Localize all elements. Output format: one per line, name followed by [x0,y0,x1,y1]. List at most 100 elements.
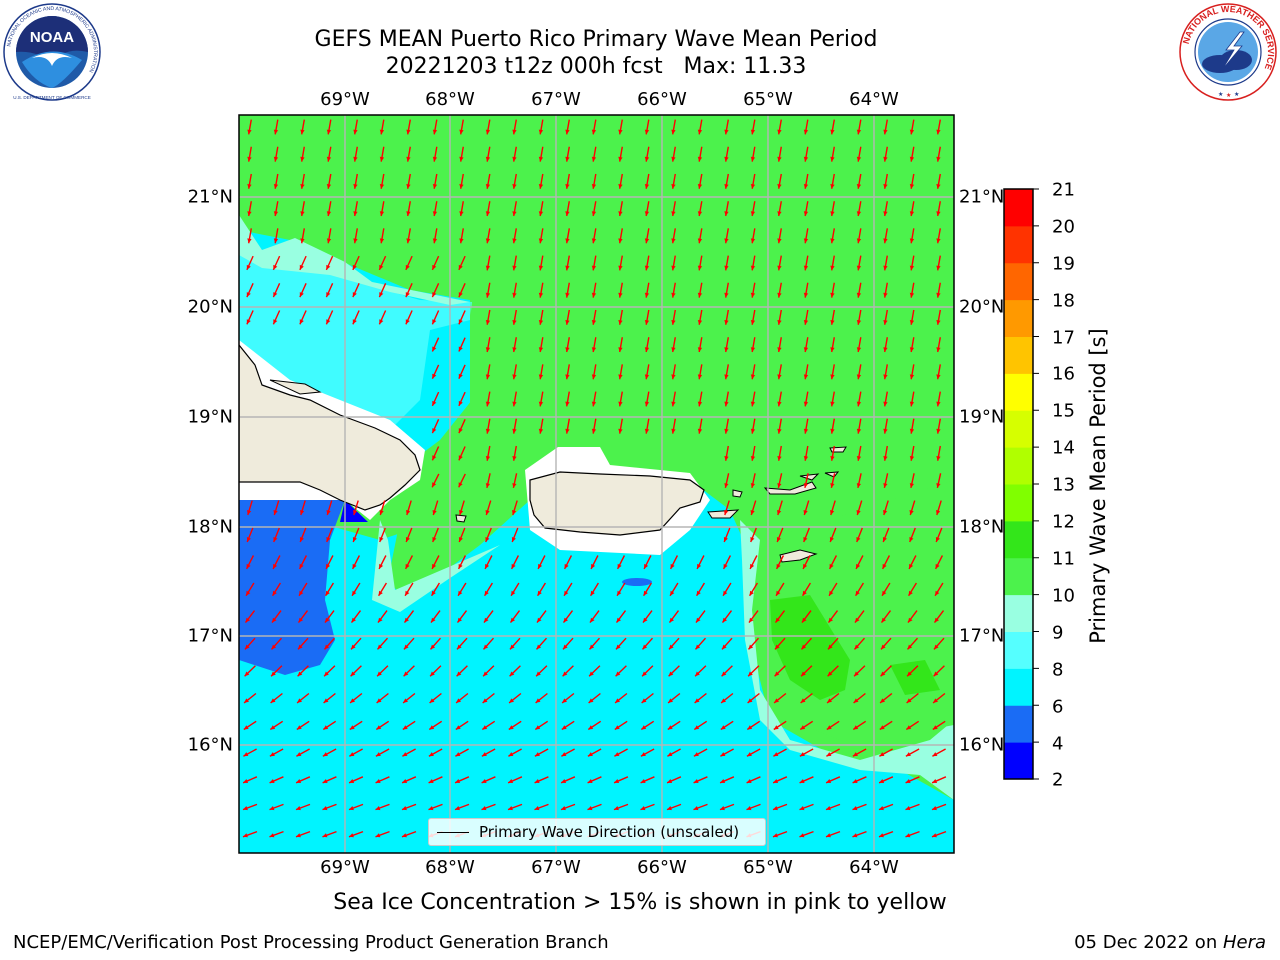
land-vieques [707,509,740,519]
wave-arrow-head [375,806,381,811]
wave-arrow-head [722,644,727,650]
wave-arrow-head [695,644,701,650]
wave-arrow-head [724,483,729,488]
wave-arrow-head [379,510,384,515]
wave-arrow-head [512,292,517,298]
wave-arrow-head [750,238,756,244]
wave-arrow-head [243,833,248,838]
wave-arrow-head [430,644,436,650]
wave-arrow-head [536,671,541,677]
wave-arrow-head [483,671,488,677]
wave-arrow-head [882,537,887,542]
wave-arrow-head [512,129,517,135]
wave-arrow-head [909,428,915,434]
wave-arrow-head [670,563,675,569]
period-field-11-12-b [890,660,940,695]
wave-arrow-head [300,156,305,162]
wave-arrow-head [618,347,623,352]
wave-arrow-head [591,238,597,244]
wave-arrow-head [852,779,858,783]
land-culebra [732,489,743,498]
wave-arrow-head [936,347,941,352]
wave-arrow-head [909,510,914,515]
wave-arrow-head [801,644,807,650]
wave-arrow-head [909,238,915,244]
wave-arrow-head [379,156,385,162]
wave-arrow-head [774,671,780,677]
wave-arrow-head [538,428,544,434]
wave-arrow-head [485,537,490,542]
wave-arrow-head [803,428,809,434]
wave-arrow-head [322,752,328,757]
wave-arrow-head [243,779,249,783]
lat-label-left-17n: 17°N [187,625,233,647]
wave-arrow-head [935,537,940,542]
wave-arrow-head [591,292,597,298]
wave-arrow-head [538,129,544,135]
wave-arrow-head [936,292,941,298]
wave-arrow-head [590,617,595,623]
wave-arrow-head [775,644,780,650]
colorbar-tick-19: 19 [1052,253,1075,275]
wave-arrow-head [830,184,835,189]
wave-arrow-head [351,644,356,650]
wave-arrow-head [773,833,778,838]
wave-arrow-head [485,374,491,380]
wave-arrow-head [724,374,729,380]
wave-arrow-head [512,374,517,380]
wave-arrow-head [432,238,438,244]
wave-arrow-head [269,752,275,757]
wave-arrow-head [247,129,252,135]
wave-arrow-head [750,563,755,569]
wave-arrow-head [246,292,251,298]
wave-arrow-head [403,671,409,677]
wave-arrow-head [375,833,381,838]
colorbar-segment [1004,262,1033,301]
wave-arrow-head [881,617,886,623]
land-tortola [799,473,820,481]
wave-arrow-head [322,833,328,838]
wave-arrow-head [247,238,252,244]
wave-arrow-head [512,320,517,325]
wave-arrow-head [432,292,437,298]
wave-arrow-head [671,211,676,216]
wave-arrow-head [617,590,622,596]
wave-arrow-head [379,184,385,189]
wave-arrow-head [777,184,782,189]
wave-arrow-head [428,806,434,811]
wave-arrow-head [511,537,516,542]
wave-arrow-head [591,401,597,407]
wave-arrow-head [618,238,623,244]
wave-arrow-head [618,401,623,407]
wave-arrow-head [591,184,597,189]
wave-arrow-head [800,698,806,703]
wave-arrow-head [459,238,464,244]
wave-arrow-head [588,725,594,730]
wave-arrow-head [379,319,384,325]
wave-arrow-head [750,347,756,352]
wave-arrow-head [565,320,570,325]
wave-arrow-head [512,211,517,216]
wave-arrow-head [352,319,357,325]
wave-arrow-head [565,156,570,162]
wave-arrow-head [458,563,463,569]
wave-arrow-head [455,725,461,730]
wave-arrow-head [455,806,460,811]
wave-arrow-head [883,347,888,352]
wave-arrow-head [326,156,332,162]
wave-arrow-head [671,374,676,380]
wave-arrow-head [909,537,914,542]
wave-arrow-head [402,833,407,838]
wave-arrow-head [350,671,356,677]
wave-arrow-head [510,617,515,623]
wave-arrow-head [697,129,703,135]
wave-arrow-head [538,374,544,380]
svg-text:★: ★ [1218,91,1223,98]
wave-arrow-head [246,319,251,325]
wave-arrow-head [296,725,302,730]
wave-arrow-head [561,725,567,730]
wave-arrow-head [671,129,676,135]
wave-arrow-head [721,698,726,703]
wave-arrow-head [299,590,304,596]
wave-arrow-head [803,374,809,380]
